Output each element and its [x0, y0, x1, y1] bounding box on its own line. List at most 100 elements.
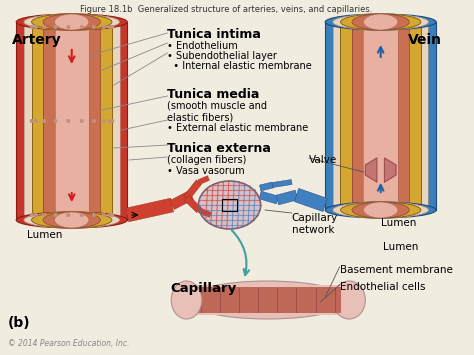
Text: Tunica externa: Tunica externa: [167, 142, 271, 155]
Text: Lumen: Lumen: [381, 218, 416, 228]
Text: Lumen: Lumen: [383, 242, 418, 252]
Polygon shape: [294, 189, 328, 212]
Text: (smooth muscle and
elastic fibers): (smooth muscle and elastic fibers): [167, 101, 267, 122]
Circle shape: [67, 120, 70, 122]
Ellipse shape: [43, 212, 100, 228]
Circle shape: [81, 214, 83, 216]
Polygon shape: [184, 196, 201, 213]
Ellipse shape: [364, 202, 398, 218]
Ellipse shape: [340, 14, 421, 30]
Text: Basement membrane: Basement membrane: [339, 265, 452, 275]
Ellipse shape: [340, 202, 421, 218]
Circle shape: [109, 26, 111, 28]
Circle shape: [43, 26, 46, 28]
Circle shape: [93, 26, 95, 28]
Circle shape: [109, 26, 111, 28]
Circle shape: [111, 120, 114, 122]
Bar: [194, 287, 341, 313]
Bar: [43, 22, 100, 220]
Text: © 2014 Pearson Education, Inc.: © 2014 Pearson Education, Inc.: [8, 339, 129, 348]
Bar: [340, 22, 421, 210]
Bar: [364, 22, 398, 210]
Circle shape: [67, 214, 70, 216]
Circle shape: [81, 120, 83, 122]
Ellipse shape: [55, 14, 89, 30]
Circle shape: [43, 214, 46, 216]
Circle shape: [93, 120, 95, 122]
Ellipse shape: [171, 281, 202, 319]
Text: Lumen: Lumen: [27, 230, 62, 240]
Circle shape: [103, 26, 105, 28]
Circle shape: [93, 214, 95, 216]
Text: (b): (b): [8, 316, 30, 330]
Bar: [16, 22, 127, 220]
Circle shape: [103, 26, 105, 28]
Ellipse shape: [16, 212, 127, 228]
Ellipse shape: [325, 14, 436, 30]
Ellipse shape: [199, 181, 261, 229]
Polygon shape: [184, 180, 201, 200]
Ellipse shape: [186, 281, 349, 319]
Circle shape: [111, 214, 114, 216]
Circle shape: [54, 26, 56, 28]
Circle shape: [30, 120, 33, 122]
Ellipse shape: [55, 212, 89, 228]
Circle shape: [30, 26, 33, 28]
Bar: [186, 285, 349, 315]
Circle shape: [35, 120, 37, 122]
Circle shape: [43, 120, 46, 122]
Circle shape: [67, 120, 70, 122]
Text: Vein: Vein: [408, 33, 442, 47]
Polygon shape: [272, 180, 292, 187]
Circle shape: [81, 214, 83, 216]
Circle shape: [93, 214, 95, 216]
Ellipse shape: [364, 14, 398, 30]
Circle shape: [93, 26, 95, 28]
Circle shape: [103, 214, 105, 216]
Circle shape: [67, 26, 70, 28]
Circle shape: [103, 120, 105, 122]
Text: Capillary: Capillary: [170, 282, 237, 295]
Polygon shape: [276, 190, 298, 205]
Circle shape: [103, 214, 105, 216]
Circle shape: [81, 26, 83, 28]
Circle shape: [43, 120, 46, 122]
Circle shape: [111, 26, 114, 28]
Circle shape: [30, 120, 33, 122]
Ellipse shape: [32, 14, 112, 30]
Polygon shape: [259, 182, 273, 191]
Circle shape: [111, 214, 114, 216]
Bar: [55, 22, 89, 220]
Ellipse shape: [325, 202, 436, 218]
Text: Valve: Valve: [309, 155, 337, 165]
Circle shape: [109, 214, 111, 216]
Circle shape: [43, 214, 46, 216]
Circle shape: [35, 26, 37, 28]
Text: Figure 18.1b  Generalized structure of arteries, veins, and capillaries.: Figure 18.1b Generalized structure of ar…: [81, 5, 373, 14]
Circle shape: [35, 120, 37, 122]
Text: • External elastic membrane: • External elastic membrane: [167, 123, 309, 133]
Circle shape: [67, 214, 70, 216]
Ellipse shape: [24, 14, 119, 30]
Circle shape: [67, 26, 70, 28]
Ellipse shape: [333, 202, 428, 218]
Circle shape: [30, 214, 33, 216]
Polygon shape: [259, 191, 278, 204]
Text: Endothelial cells: Endothelial cells: [339, 282, 425, 292]
Circle shape: [81, 120, 83, 122]
Ellipse shape: [352, 14, 410, 30]
Text: Tunica intima: Tunica intima: [167, 28, 261, 41]
Text: • Vasa vasorum: • Vasa vasorum: [167, 166, 245, 176]
Circle shape: [54, 214, 56, 216]
Text: Artery: Artery: [11, 33, 61, 47]
Circle shape: [54, 214, 56, 216]
Polygon shape: [198, 176, 210, 184]
Bar: [222, 199, 237, 211]
Polygon shape: [198, 208, 211, 217]
Circle shape: [43, 26, 46, 28]
Polygon shape: [384, 158, 396, 182]
Text: Tunica media: Tunica media: [167, 88, 260, 101]
Circle shape: [54, 120, 56, 122]
Text: • Internal elastic membrane: • Internal elastic membrane: [167, 61, 312, 71]
Polygon shape: [365, 158, 377, 182]
